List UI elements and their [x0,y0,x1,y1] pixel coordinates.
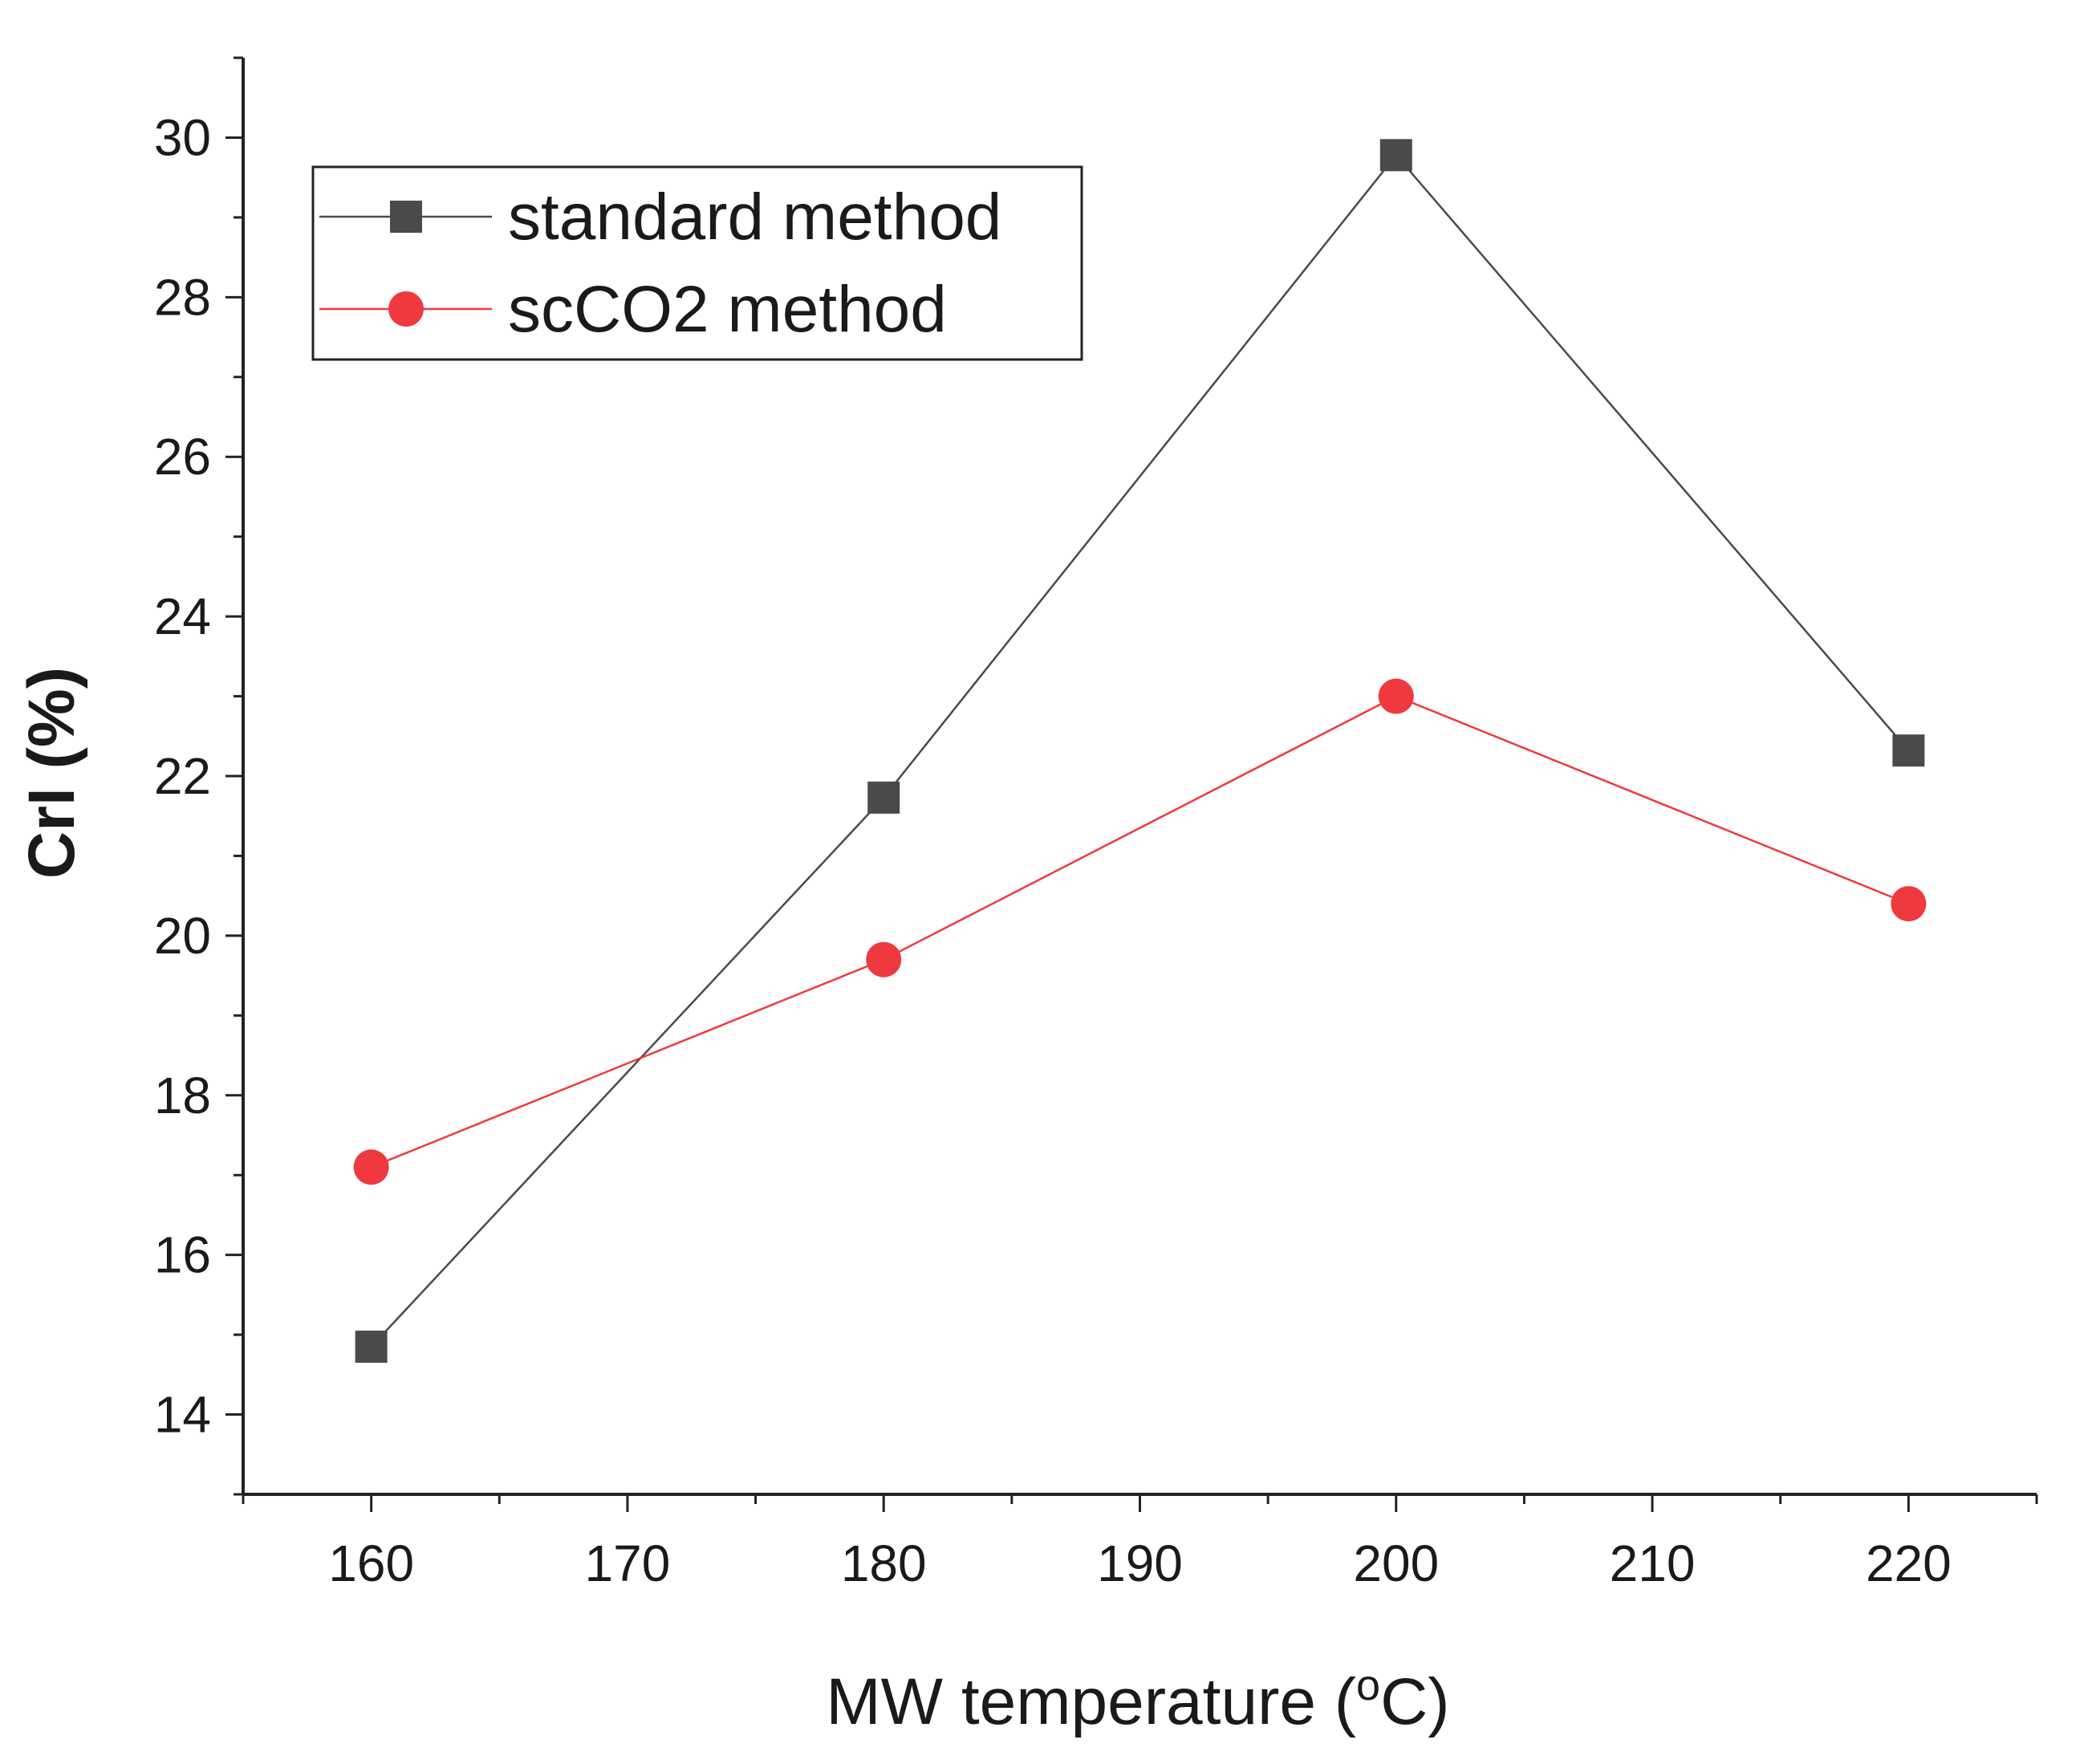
degree-superscript: o [1356,1661,1380,1709]
x-tick-label: 210 [1610,1534,1696,1592]
y-tick-label: 28 [154,268,211,326]
x-axis-title: MW temperature (oC) [826,1661,1449,1738]
y-tick-label: 24 [154,587,211,645]
ticks: 14 16 18 20 22 24 26 28 30 160 170 180 190 200 210 220 [154,56,2038,1592]
x-tick-label: 170 [585,1534,671,1592]
x-tick-label: 160 [328,1534,414,1592]
axis-labels: MW temperature (oC) CrI (%) [15,667,1450,1738]
series-scco2-method [353,678,1927,1185]
legend-marker-scco2 [388,291,424,327]
data-point-square [355,1331,388,1364]
data-point-square [1892,734,1925,767]
data-point-circle [866,941,902,978]
y-tick-label: 26 [154,428,211,486]
data-point-circle [1378,678,1414,714]
y-tick-label: 20 [154,907,211,965]
legend-label-standard: standard method [508,181,1001,254]
x-tick-label: 200 [1353,1534,1439,1592]
data-point-square [1379,139,1412,172]
y-tick-label: 18 [154,1067,211,1124]
y-axis-title: CrI (%) [15,667,88,879]
series-standard-method [355,139,1925,1364]
data-point-circle [1891,886,1927,922]
series-line [371,695,1909,1169]
y-tick-label: 30 [154,108,211,166]
y-tick-label: 14 [154,1386,211,1444]
series [353,139,1927,1364]
x-tick-label: 220 [1866,1534,1952,1592]
y-tick-label: 22 [154,747,211,805]
legend: standard method scCO2 method [311,165,1083,361]
x-tick-label: 190 [1097,1534,1183,1592]
legend-marker-standard [390,201,422,233]
x-tick-label: 180 [841,1534,927,1592]
y-tick-label: 16 [154,1226,211,1284]
series-line [370,153,1910,1347]
legend-label-scco2: scCO2 method [508,273,947,346]
legend-box [311,165,1083,361]
data-point-circle [353,1149,389,1185]
data-point-square [867,781,900,814]
